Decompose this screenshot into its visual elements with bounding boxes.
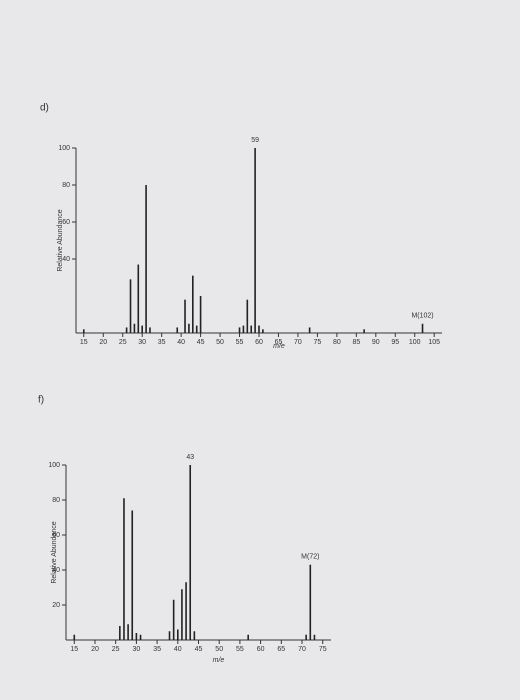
x-tick-label: 65 (277, 646, 285, 653)
x-axis-label: m/e (273, 343, 285, 350)
peak (246, 299, 249, 333)
peak (133, 323, 136, 333)
peak (238, 327, 241, 333)
peak (363, 329, 365, 333)
peak (73, 634, 76, 640)
x-tick-label: 95 (391, 339, 399, 346)
peak (250, 325, 253, 333)
x-tick-label: 20 (91, 646, 99, 653)
x-tick-label: 75 (319, 646, 327, 653)
x-tick-label: 35 (158, 339, 166, 346)
x-tick-label: 20 (99, 339, 107, 346)
x-axis-label: m/e (213, 657, 225, 664)
x-tick-label: 70 (294, 339, 302, 346)
peak (137, 264, 140, 333)
x-tick-label: 85 (352, 339, 360, 346)
x-tick-label: 60 (255, 339, 263, 346)
peak (125, 327, 128, 333)
peak-annotation: M(72) (301, 554, 319, 561)
y-tick-label: 100 (58, 145, 70, 152)
peak (181, 589, 183, 640)
peak (139, 634, 142, 640)
x-tick-label: 25 (119, 339, 127, 346)
x-tick-label: 25 (112, 646, 120, 653)
y-tick-label: 80 (52, 497, 60, 504)
x-tick-label: 15 (80, 339, 88, 346)
x-tick-label: 100 (409, 339, 421, 346)
x-tick-label: 75 (314, 339, 322, 346)
x-tick-label: 50 (215, 646, 223, 653)
x-tick-label: 45 (195, 646, 203, 653)
x-tick-label: 65 (275, 339, 283, 346)
x-tick-label: 60 (257, 646, 265, 653)
x-tick-label: 80 (333, 339, 341, 346)
peak-annotation: 59 (251, 137, 259, 144)
y-tick-label: 20 (52, 602, 60, 609)
x-tick-label: 105 (428, 339, 440, 346)
peak (145, 185, 147, 333)
y-tick-label: 40 (62, 256, 70, 263)
x-tick-label: 15 (70, 646, 78, 653)
peak (185, 582, 187, 640)
peak (242, 325, 245, 333)
peak (129, 279, 132, 333)
panel-label: d) (40, 103, 49, 114)
peak (141, 325, 143, 333)
peak (176, 327, 179, 333)
peak (262, 329, 264, 333)
peak (199, 296, 202, 333)
x-tick-label: 55 (236, 646, 244, 653)
x-tick-label: 30 (138, 339, 146, 346)
peak (149, 327, 151, 333)
peak (172, 599, 175, 640)
x-tick-label: 45 (197, 339, 205, 346)
peak (247, 634, 249, 640)
y-tick-label: 100 (48, 462, 60, 469)
peak (309, 564, 312, 640)
y-axis-label: Relative Abundance (57, 209, 64, 271)
peak (193, 631, 196, 640)
peak (119, 626, 121, 640)
y-tick-label: 80 (62, 182, 70, 189)
y-tick-label: 60 (62, 219, 70, 226)
peak (308, 327, 311, 333)
x-tick-label: 30 (132, 646, 140, 653)
peak (258, 325, 260, 333)
x-tick-label: 90 (372, 339, 380, 346)
peak-annotation: 43 (186, 454, 194, 461)
x-tick-label: 50 (216, 339, 224, 346)
peak (176, 629, 179, 640)
peak-annotation: M(102) (411, 313, 433, 320)
y-tick-label: 60 (52, 532, 60, 539)
peak (82, 329, 85, 333)
peak (123, 498, 125, 640)
peak (127, 624, 129, 640)
peak (421, 323, 424, 333)
y-tick-label: 40 (52, 567, 60, 574)
peak (168, 631, 171, 640)
peak (313, 634, 316, 640)
x-tick-label: 35 (153, 646, 161, 653)
panel-label: f) (38, 395, 44, 406)
peak (131, 510, 134, 640)
x-tick-label: 40 (177, 339, 185, 346)
x-tick-label: 55 (236, 339, 244, 346)
peak (305, 634, 307, 640)
peak (184, 299, 186, 333)
x-tick-label: 40 (174, 646, 182, 653)
peak (135, 633, 138, 640)
peak (195, 325, 198, 333)
x-tick-label: 70 (298, 646, 306, 653)
y-axis-label: Relative Abundance (51, 521, 58, 583)
peak (188, 323, 190, 333)
peak (254, 148, 256, 333)
peak (192, 275, 194, 333)
peak (189, 465, 192, 640)
